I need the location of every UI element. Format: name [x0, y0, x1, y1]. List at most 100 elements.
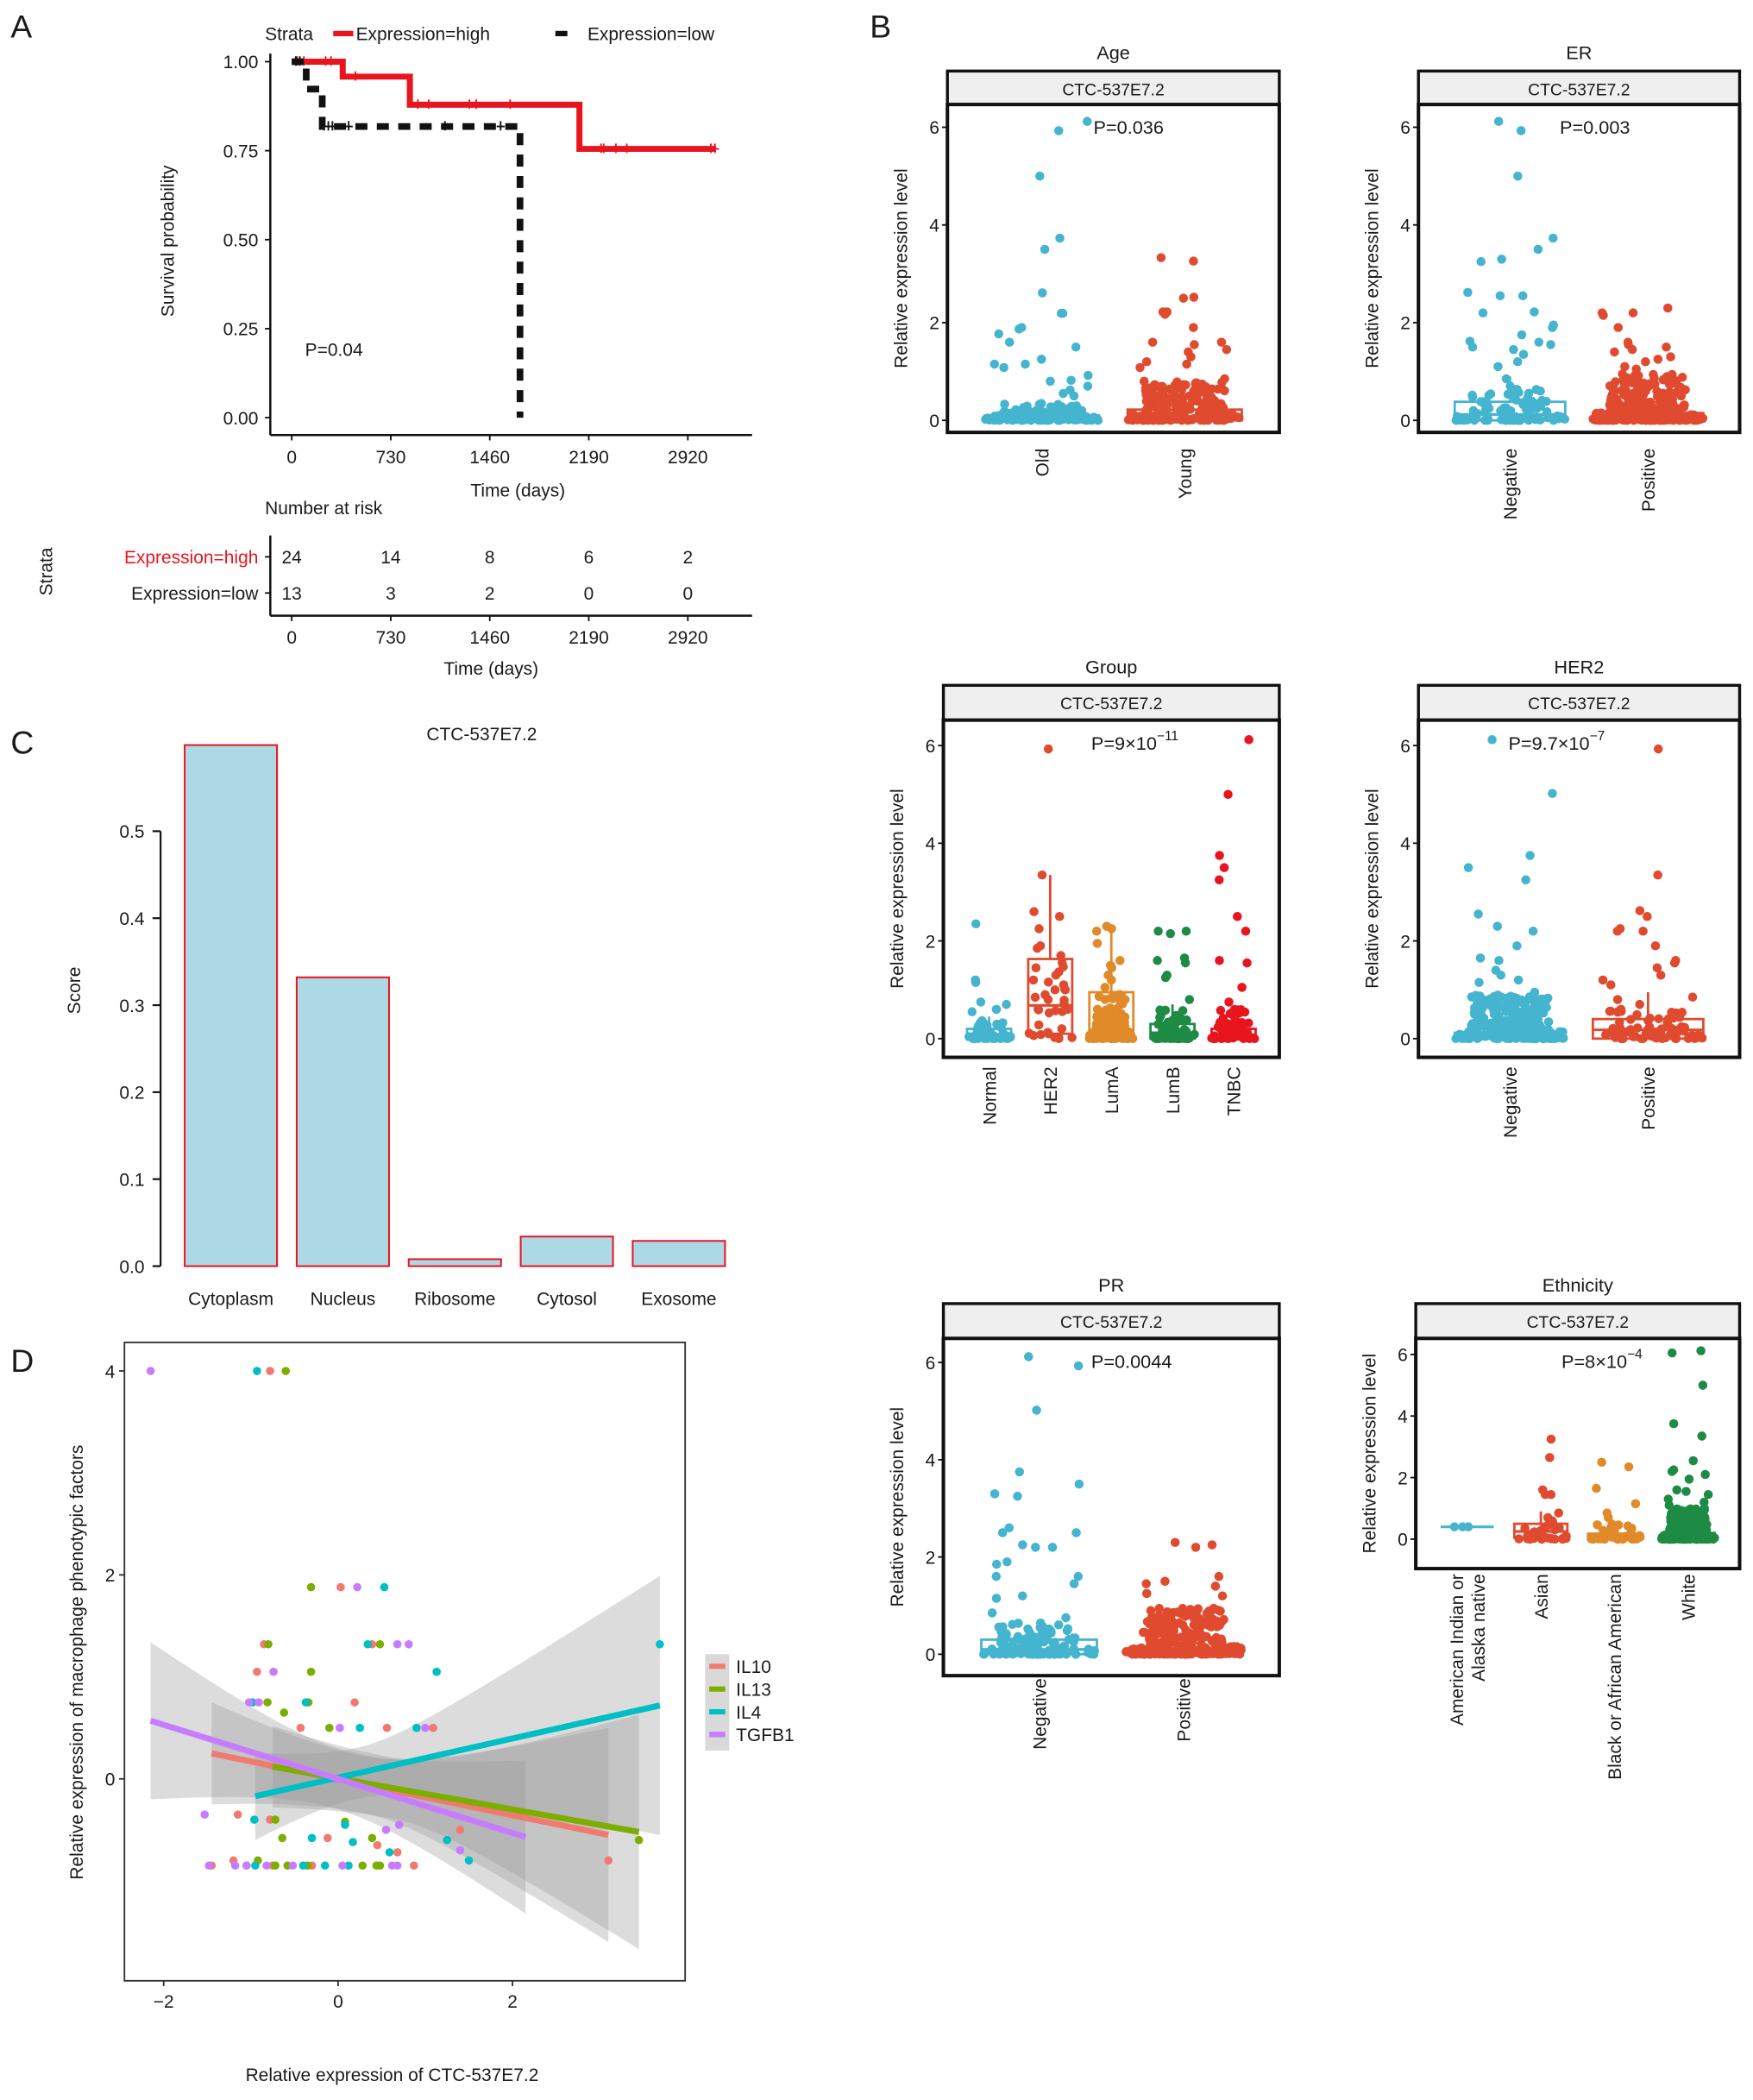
bar-ribosome	[407, 1258, 502, 1267]
data-point	[1179, 1015, 1189, 1025]
data-point	[1183, 415, 1192, 425]
data-point	[1024, 1028, 1034, 1038]
data-point	[1000, 399, 1009, 409]
data-point	[1018, 1540, 1027, 1550]
data-point	[1216, 1638, 1226, 1649]
data-point	[1638, 387, 1648, 396]
regression-line-tgfb1	[149, 1718, 527, 1840]
data-point	[1115, 990, 1124, 1000]
x-tick-label: Black or African American	[1605, 1574, 1625, 1780]
data-point	[1156, 253, 1166, 262]
data-point	[1228, 1008, 1237, 1017]
facet-title: Ethnicity	[1543, 1274, 1613, 1296]
p-value-text: P=0.0044	[1091, 1350, 1172, 1372]
data-point	[1053, 126, 1064, 135]
y-tick-label: 0.00	[223, 409, 259, 429]
data-point	[1205, 1621, 1216, 1632]
data-point	[1527, 1009, 1537, 1019]
data-point-tgfb1	[269, 1667, 278, 1676]
data-point	[1055, 233, 1065, 243]
data-point	[1046, 1628, 1056, 1638]
data-point	[1641, 356, 1650, 367]
data-point	[1518, 349, 1529, 360]
y-axis-title: Relative expression level	[1360, 1354, 1380, 1554]
data-point	[1530, 987, 1540, 997]
y-tick-label: 1.00	[223, 53, 259, 72]
data-point	[1493, 1016, 1503, 1027]
data-point-il4	[320, 1861, 330, 1871]
data-point	[1046, 376, 1055, 387]
censor-mark	[600, 143, 608, 154]
facet-panel	[1417, 718, 1742, 1059]
y-axis-title: Relative expression level	[888, 1407, 908, 1607]
data-point	[997, 1628, 1008, 1638]
data-point	[1471, 990, 1480, 1001]
data-point	[1241, 926, 1251, 936]
bar-cytoplasm	[184, 744, 279, 1267]
data-point	[1166, 1611, 1176, 1621]
y-tick-label: 2	[926, 932, 936, 952]
data-point	[991, 1004, 1002, 1015]
data-point	[1024, 1352, 1034, 1361]
data-point-il4	[656, 1639, 664, 1649]
data-point	[1542, 407, 1552, 417]
data-point	[971, 919, 981, 929]
data-point	[1115, 955, 1125, 965]
x-tick-label: 2920	[668, 448, 708, 468]
group-negative: Negative	[1451, 116, 1570, 520]
data-point	[1618, 369, 1627, 379]
risk-x-tick-label: 0	[286, 628, 297, 648]
data-point	[1106, 993, 1116, 1003]
data-point	[1554, 414, 1564, 424]
data-point	[1180, 958, 1191, 968]
y-tick-label: 4	[1398, 1407, 1408, 1427]
y-tick-label: 0.1	[119, 1170, 144, 1190]
bar-category-label: Nucleus	[311, 1289, 376, 1309]
confidence-band-il10	[211, 1702, 609, 1942]
data-point	[1031, 1649, 1040, 1658]
data-point	[1054, 911, 1065, 921]
data-point	[1036, 399, 1046, 408]
y-tick-label: 6	[926, 1354, 936, 1374]
data-point	[1663, 1533, 1674, 1544]
data-point	[972, 1025, 982, 1035]
data-point	[1030, 1632, 1040, 1642]
data-point	[1034, 1020, 1044, 1030]
data-point	[1193, 1604, 1203, 1613]
group-positive: Positive	[1122, 1537, 1246, 1742]
data-point	[1037, 288, 1047, 298]
data-point	[1116, 1018, 1126, 1028]
data-point	[1605, 1006, 1616, 1016]
data-point-tgfb1	[381, 1826, 391, 1834]
data-point	[1034, 1004, 1043, 1014]
data-point	[1005, 1649, 1015, 1658]
p-value-label: P=9×10−11	[1091, 729, 1178, 754]
data-point	[1620, 362, 1630, 372]
data-point	[1657, 1024, 1667, 1034]
data-point	[1520, 1524, 1530, 1533]
data-point	[1649, 369, 1658, 380]
data-point	[1608, 1023, 1618, 1034]
survival-y-title: Survival probability	[159, 165, 179, 317]
data-point	[1606, 393, 1616, 403]
data-point	[1511, 1003, 1520, 1014]
x-tick-label: Negative	[1501, 449, 1521, 520]
data-point-il13	[368, 1833, 377, 1843]
data-point-il10	[266, 1367, 274, 1375]
data-point-tgfb1	[421, 1723, 430, 1732]
data-point	[1643, 1025, 1652, 1035]
data-point-il13	[324, 1723, 334, 1732]
x-tick-label: HER2	[1041, 1066, 1061, 1115]
data-point	[1214, 875, 1224, 885]
data-point	[1092, 1004, 1103, 1015]
data-point	[991, 1559, 1002, 1569]
data-point	[1135, 362, 1145, 373]
data-point	[1658, 1033, 1668, 1043]
x-tick-label: American Indian or	[1448, 1574, 1467, 1726]
data-point	[1148, 415, 1158, 425]
data-point	[976, 997, 986, 1007]
data-point-il4	[349, 1838, 357, 1846]
data-point	[1069, 391, 1079, 401]
y-tick-label: 4	[105, 1362, 116, 1382]
data-point	[1031, 963, 1041, 972]
